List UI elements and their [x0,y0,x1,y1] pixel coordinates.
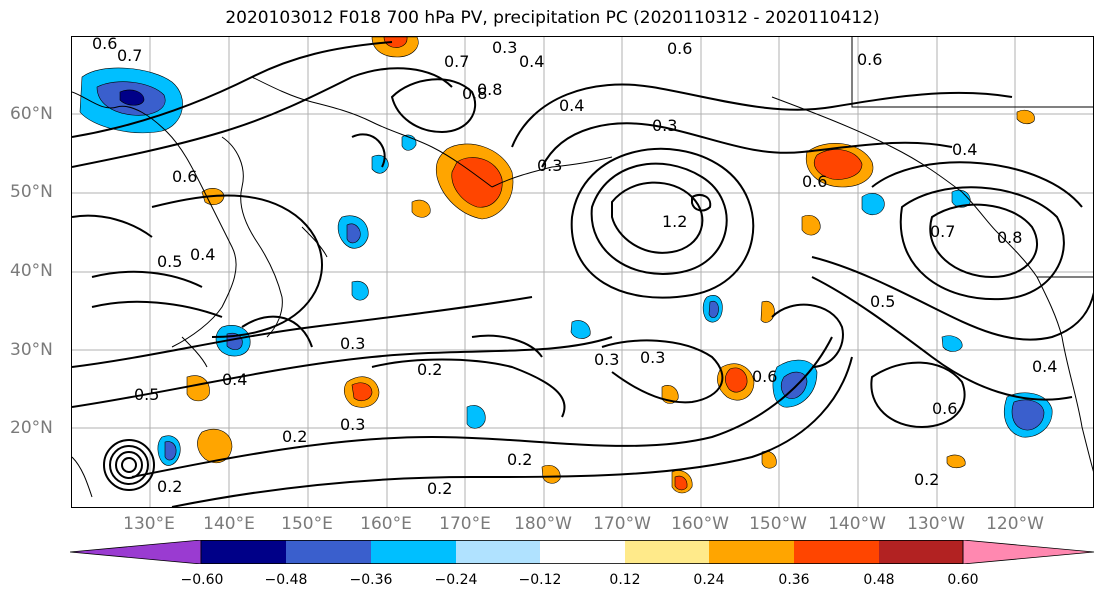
colorbar-extend-high [962,540,1095,564]
colorbar [70,540,1095,564]
contour-label: 0.4 [559,96,584,115]
contour-label: 0.6 [92,37,117,53]
colorbar-tick: 0.48 [863,572,895,588]
contour-label: 0.4 [222,370,247,389]
lon-label-160e: 160°E [360,514,412,534]
precip-shading [79,37,1053,494]
contour-label: 0.3 [340,415,365,434]
contour-label: 0.2 [417,360,442,379]
colorbar-tick: 0.24 [693,572,725,588]
map-title: 2020103012 F018 700 hPa PV, precipitatio… [225,8,880,28]
colorbar-tick: −0.12 [518,572,562,588]
contour-label: 0.8 [477,80,502,99]
lon-label-170e: 170°E [439,514,491,534]
contour-label: 0.8 [462,84,487,103]
lon-label-160w: 160°W [671,514,729,534]
colorbar-swatch [794,540,879,564]
contour-label: 0.4 [190,245,215,264]
lat-label-60n: 60°N [10,104,53,124]
contour-label: 0.3 [594,350,619,369]
contour-label: 1.2 [662,212,687,231]
contour-label: 0.6 [932,399,957,418]
contour-label: 0.3 [492,38,517,57]
contour-label: 0.3 [640,348,665,367]
colorbar-tick: 0.60 [947,572,979,588]
contour-label: 0.6 [857,50,882,69]
contour-label: 0.8 [997,228,1022,247]
map-panel: 0.6 0.7 0.3 0.4 0.6 0.6 0.8 0.7 0.3 0.4 … [71,36,1094,508]
colorbar-swatch [286,540,371,564]
colorbar-swatch [371,540,456,564]
contour-label: 0.4 [519,52,544,71]
lon-label-150w: 150°W [749,514,807,534]
contour-label: 0.3 [537,156,562,175]
lon-label-120w: 120°W [986,514,1044,534]
contour-label: 0.2 [507,450,532,469]
contour-label: 0.7 [930,222,955,241]
colorbar-swatch [540,540,625,564]
contour-label: 0.5 [870,292,895,311]
colorbar-swatch [456,540,540,564]
colorbar-tick: −0.24 [434,572,478,588]
contour-label: 0.3 [340,334,365,353]
lat-label-30n: 30°N [10,340,53,360]
contour-label: 0.2 [282,427,307,446]
colorbar-extend-low [70,540,202,564]
contour-label: 0.4 [952,140,977,159]
contour-label: 0.6 [172,167,197,186]
lon-label-150e: 150°E [281,514,333,534]
colorbar-tick: −0.48 [264,572,308,588]
contour-label: 0.6 [667,39,692,58]
lon-label-130w: 130°W [907,514,965,534]
colorbar-swatch [201,540,286,564]
contour-label: 0.3 [652,116,677,135]
colorbar-swatch [879,540,963,564]
contour-label: 0.4 [1032,357,1057,376]
contour-label: 0.6 [802,172,827,191]
coastlines [72,37,1093,498]
colorbar-tick: 0.36 [778,572,810,588]
contour-label: 0.6 [752,367,777,386]
lon-label-180w: 180°W [514,514,572,534]
pv-contours-closed [103,439,155,491]
contour-label: 0.7 [444,52,469,71]
lat-label-50n: 50°N [10,182,53,202]
lon-label-140w: 140°W [828,514,886,534]
colorbar-tick: −0.60 [180,572,224,588]
contour-labels: 0.6 0.7 0.3 0.4 0.6 0.6 0.8 0.7 0.3 0.4 … [92,37,1057,498]
contour-label: 0.2 [427,479,452,498]
contour-label: 0.2 [914,470,939,489]
lon-label-140e: 140°E [203,514,255,534]
lon-label-170w: 170°W [593,514,651,534]
contour-label: 0.7 [117,46,142,65]
map-canvas: 0.6 0.7 0.3 0.4 0.6 0.6 0.8 0.7 0.3 0.4 … [72,37,1093,507]
colorbar-tick: 0.12 [609,572,641,588]
lat-label-20n: 20°N [10,418,53,438]
colorbar-tick: −0.36 [349,572,393,588]
contour-label: 0.5 [157,252,182,271]
lat-label-40n: 40°N [10,261,53,281]
lon-label-130e: 130°E [123,514,175,534]
contour-label: 0.2 [157,477,182,496]
contour-label: 0.5 [134,385,159,404]
colorbar-swatch [709,540,794,564]
colorbar-swatch [625,540,709,564]
